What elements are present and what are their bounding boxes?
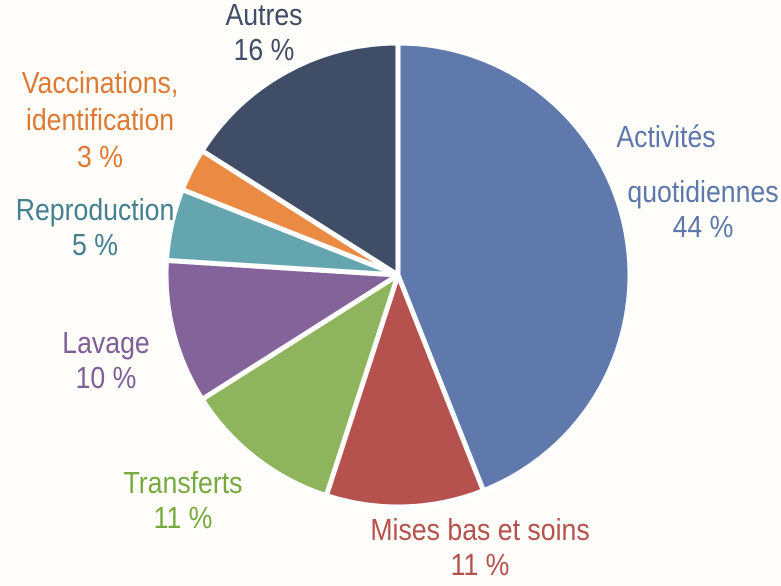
slice-label-text: Mises bas et soins (370, 512, 590, 547)
slice-label-value: 5 % (72, 227, 118, 262)
pie-slice-activites-quotidiennes (395, 40, 633, 494)
slice-label-value: 11 % (153, 500, 213, 535)
slice-label-value: 10 % (75, 360, 137, 395)
slice-label-text: Vaccinations, (21, 65, 179, 100)
slice-label-transferts: Transferts 11 % (97, 465, 269, 535)
slice-label-value: 11 % (450, 547, 510, 582)
slice-label-text: identification (25, 102, 175, 137)
slice-label-text: Reproduction (15, 192, 175, 227)
slice-label-text: quotidiennes (627, 174, 779, 209)
slice-label-reproduction: Reproduction 5 % (13, 192, 176, 262)
slice-label-activites-quotidiennes-line2: quotidiennes 44 % (617, 174, 781, 244)
pie-slice-transferts (199, 272, 401, 499)
slice-label-lavage: Lavage 10 % (20, 325, 192, 395)
slice-label-value: 16 % (233, 32, 295, 67)
pie-slice-autres (199, 40, 401, 278)
slice-label-text: Transferts (123, 465, 243, 500)
pie-slice-lavage (163, 257, 401, 402)
slice-label-value: 3 % (77, 139, 123, 174)
slice-label-text: Autres (225, 0, 303, 32)
pie-slice-mises-bas-et-soins (323, 272, 486, 510)
slice-label-activites-quotidiennes-line1: Activités (580, 119, 752, 154)
slice-label-text: Activités (616, 119, 716, 154)
slice-label-mises-bas-et-soins: Mises bas et soins 11 % (351, 512, 609, 582)
slice-label-value: 44 % (672, 209, 734, 244)
slice-label-autres: Autres 16 % (169, 0, 358, 67)
slice-label-text: Lavage (62, 325, 150, 360)
slice-label-vaccinations-identification: Vaccinations, identification 3 % (14, 64, 186, 175)
